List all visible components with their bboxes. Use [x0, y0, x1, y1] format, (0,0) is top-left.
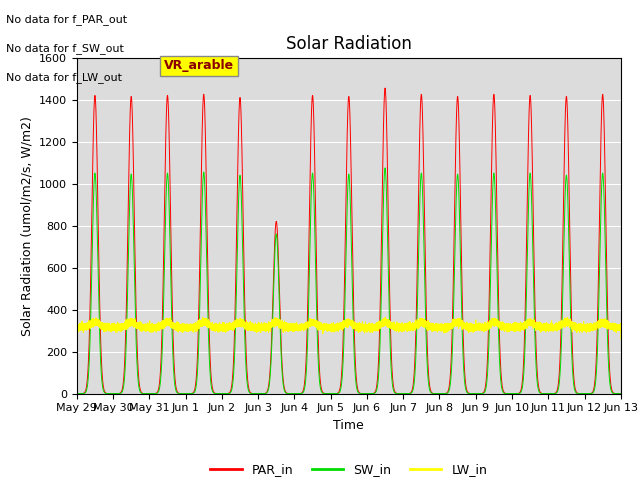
PAR_in — [617, 391, 625, 396]
SW_in — [482, 386, 490, 392]
SW_in — [101, 390, 109, 396]
PAR_in — [518, 385, 525, 391]
Text: No data for f_LW_out: No data for f_LW_out — [6, 72, 122, 83]
LW_in — [497, 325, 504, 331]
LW_in — [420, 321, 428, 326]
PAR_in — [510, 391, 518, 396]
PAR_in — [73, 391, 81, 396]
PAR_in — [482, 382, 490, 388]
Title: Solar Radiation: Solar Radiation — [286, 35, 412, 53]
Legend: PAR_in, SW_in, LW_in: PAR_in, SW_in, LW_in — [205, 458, 492, 480]
SW_in — [510, 391, 518, 396]
SW_in — [518, 388, 525, 394]
PAR_in — [420, 191, 428, 196]
LW_in — [199, 314, 207, 320]
Line: PAR_in: PAR_in — [77, 88, 621, 394]
Line: LW_in: LW_in — [77, 317, 621, 339]
SW_in — [617, 391, 625, 396]
SW_in — [497, 374, 504, 380]
PAR_in — [497, 360, 504, 366]
LW_in — [101, 324, 109, 329]
Text: No data for f_SW_out: No data for f_SW_out — [6, 43, 124, 54]
Line: SW_in: SW_in — [77, 168, 621, 394]
PAR_in — [101, 390, 109, 396]
SW_in — [420, 251, 428, 256]
LW_in — [617, 336, 625, 342]
LW_in — [73, 324, 81, 329]
X-axis label: Time: Time — [333, 419, 364, 432]
LW_in — [482, 326, 490, 332]
Y-axis label: Solar Radiation (umol/m2/s, W/m2): Solar Radiation (umol/m2/s, W/m2) — [20, 116, 33, 336]
SW_in — [381, 165, 389, 171]
Text: No data for f_PAR_out: No data for f_PAR_out — [6, 14, 127, 25]
LW_in — [518, 323, 525, 329]
SW_in — [73, 391, 81, 396]
Text: VR_arable: VR_arable — [164, 60, 234, 72]
PAR_in — [381, 85, 389, 91]
LW_in — [510, 328, 518, 334]
